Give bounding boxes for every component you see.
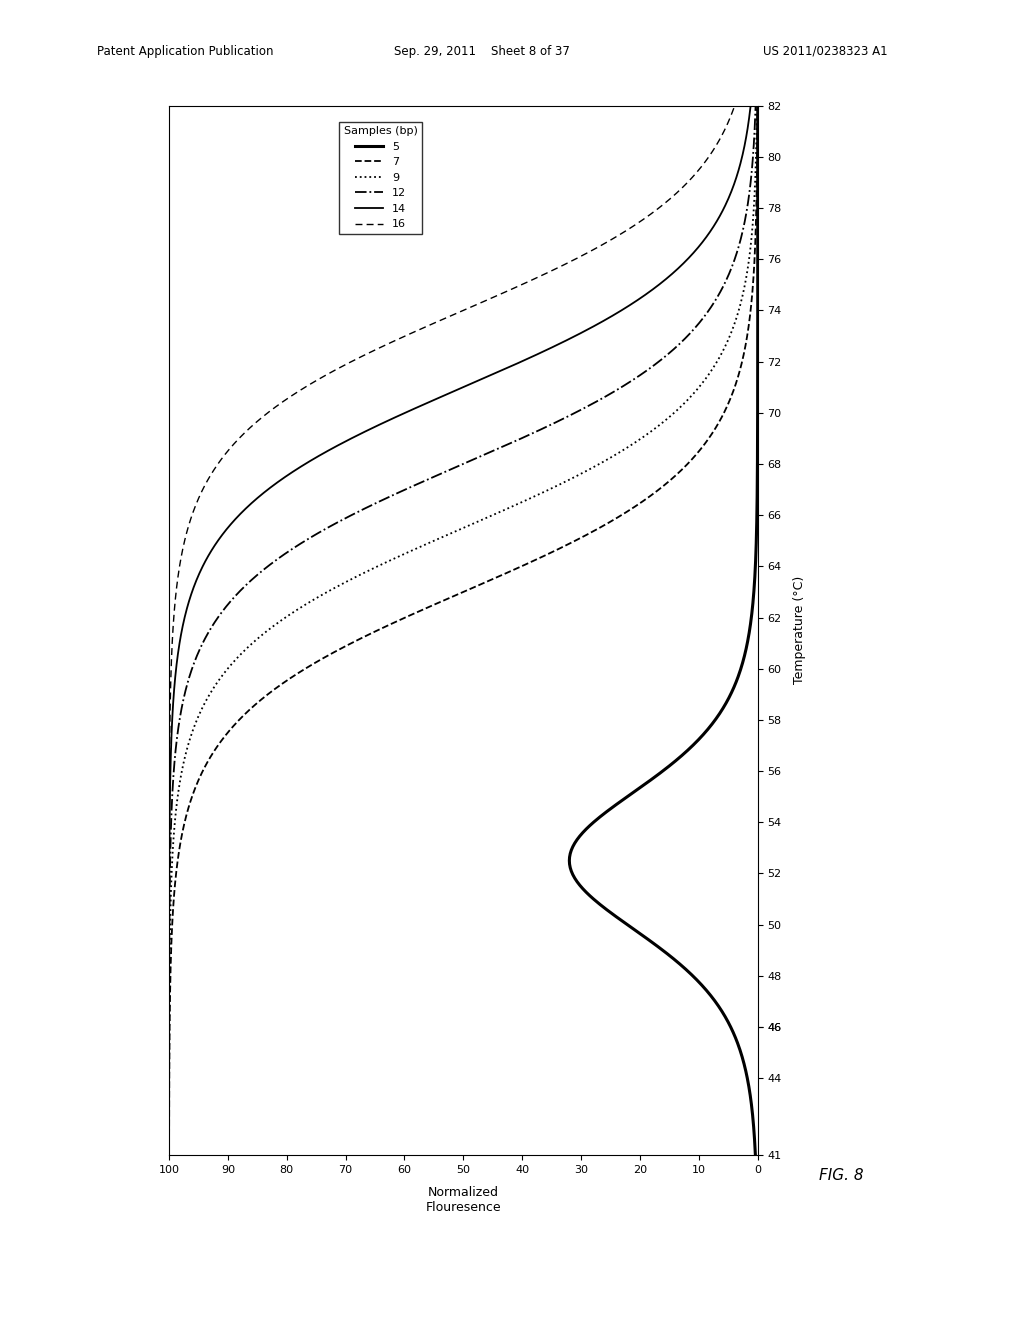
Legend: 5, 7, 9, 12, 14, 16: 5, 7, 9, 12, 14, 16 bbox=[339, 121, 422, 234]
Y-axis label: Temperature (°C): Temperature (°C) bbox=[793, 576, 806, 685]
Text: Patent Application Publication: Patent Application Publication bbox=[97, 45, 273, 58]
Text: FIG. 8: FIG. 8 bbox=[819, 1168, 864, 1183]
Text: US 2011/0238323 A1: US 2011/0238323 A1 bbox=[763, 45, 888, 58]
Text: Sep. 29, 2011    Sheet 8 of 37: Sep. 29, 2011 Sheet 8 of 37 bbox=[394, 45, 570, 58]
X-axis label: Normalized
Flouresence: Normalized Flouresence bbox=[426, 1185, 501, 1214]
